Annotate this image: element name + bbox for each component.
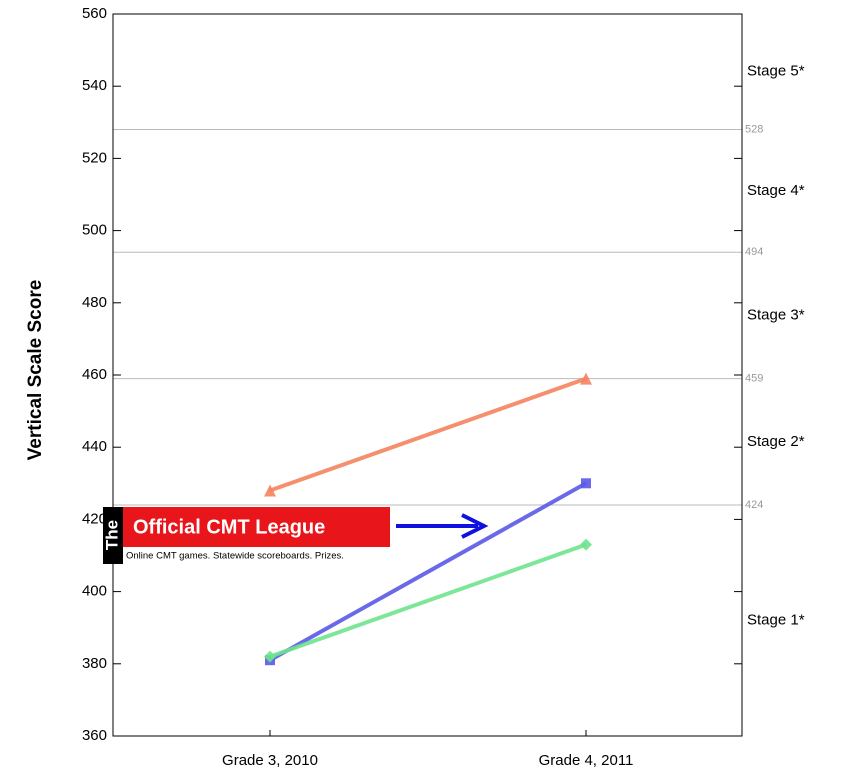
- y-tick-label: 520: [82, 149, 107, 166]
- stage-label: Stage 1*: [747, 611, 805, 628]
- y-tick-label: 500: [82, 222, 107, 239]
- reference-label: 528: [745, 123, 763, 135]
- y-tick-label: 440: [82, 438, 107, 455]
- y-axis-label: Vertical Scale Score: [25, 280, 46, 461]
- stage-label: Stage 3*: [747, 306, 805, 323]
- banner-arrow-head: [461, 513, 489, 539]
- y-tick-label: 420: [82, 510, 107, 527]
- y-tick-label: 480: [82, 294, 107, 311]
- reference-label: 459: [745, 373, 763, 385]
- y-tick-label: 560: [82, 5, 107, 22]
- y-tick-label: 400: [82, 583, 107, 600]
- plot-frame: [112, 13, 743, 737]
- banner-the: The: [102, 520, 121, 550]
- y-tick-label: 380: [82, 655, 107, 672]
- banner-tagline: Online CMT games. Statewide scoreboards.…: [126, 551, 344, 562]
- marker: [264, 484, 276, 497]
- series-line: [269, 481, 587, 662]
- y-tick-label: 360: [82, 727, 107, 744]
- banner-title-box: [123, 507, 390, 547]
- banner-the-box: [103, 507, 123, 564]
- x-tick-label: Grade 3, 2010: [222, 752, 318, 769]
- marker: [580, 538, 592, 551]
- marker: [264, 650, 276, 663]
- reference-label: 424: [745, 499, 763, 511]
- reference-label: 494: [745, 246, 763, 258]
- stage-label: Stage 2*: [747, 433, 805, 450]
- x-tick-label: Grade 4, 2011: [539, 752, 634, 769]
- stage-label: Stage 5*: [747, 63, 805, 80]
- series-line: [269, 376, 587, 493]
- banner-title: Official CMT League: [133, 516, 325, 538]
- y-tick-label: 540: [82, 77, 107, 94]
- banner-tagline-box: [123, 547, 390, 564]
- banner[interactable]: The Official CMT League Online CMT games…: [102, 507, 489, 564]
- marker: [580, 372, 592, 385]
- marker: [581, 478, 591, 489]
- stage-label: Stage 4*: [747, 182, 805, 199]
- y-tick-label: 460: [82, 366, 107, 383]
- series-line: [269, 542, 587, 659]
